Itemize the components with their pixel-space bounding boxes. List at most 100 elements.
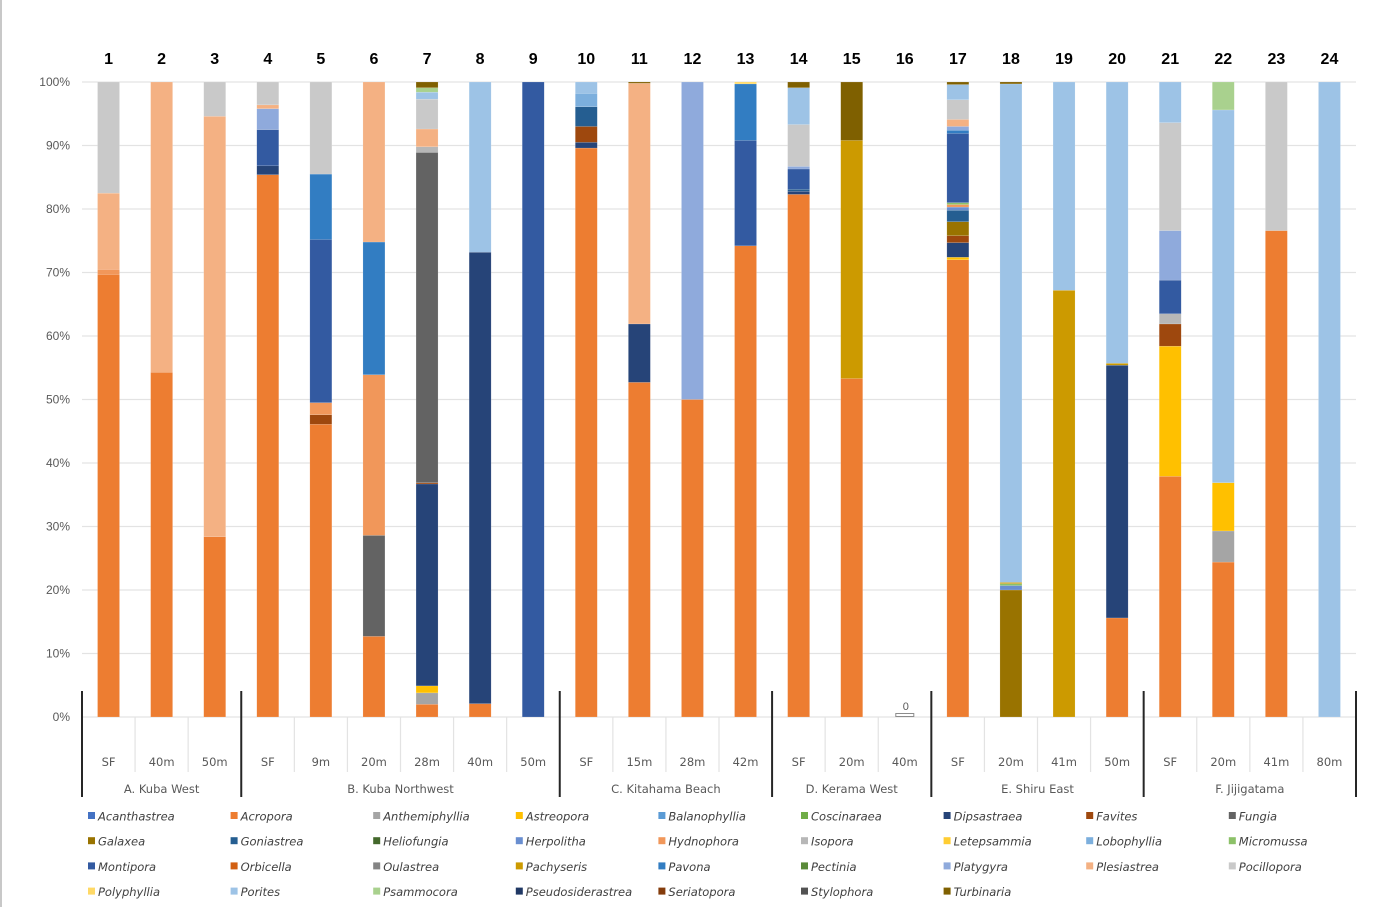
bar-stack-20 bbox=[1105, 81, 1129, 718]
bar-segment-acropora bbox=[415, 704, 439, 718]
depth-label: SF bbox=[579, 755, 593, 769]
site-number-labels: 1 2 3 4 5 6 7 8 9 10 11 12 13 14 15 16 17 18 19 20 21 22 23 24 bbox=[104, 51, 1338, 68]
bar-segment-platygyra bbox=[256, 108, 279, 130]
bar-stack-5 bbox=[309, 81, 333, 718]
legend-swatch bbox=[88, 812, 95, 819]
legend-swatch bbox=[230, 862, 238, 870]
site-number-label: 21 bbox=[1161, 51, 1179, 68]
bar-segment-plesiastrea bbox=[203, 116, 226, 537]
bar-segment-montipora bbox=[522, 81, 545, 718]
legend-item: Seriatopora bbox=[658, 885, 735, 899]
bar-segment-goniastrea bbox=[575, 106, 598, 127]
bar-segment-pocillopora bbox=[203, 81, 226, 117]
bar-segment-anthemiphyllia bbox=[415, 692, 439, 705]
group-label: F. Jijigatama bbox=[1215, 782, 1284, 796]
site-number-label: 12 bbox=[684, 51, 702, 68]
legend-item: Fungia bbox=[1228, 810, 1277, 824]
legend-label: Plesiastrea bbox=[1096, 860, 1159, 874]
site-number-label: 22 bbox=[1214, 51, 1232, 68]
group-label: B. Kuba Northwest bbox=[347, 782, 454, 796]
depth-label: 28m bbox=[414, 755, 440, 769]
legend-item: Coscinaraea bbox=[801, 810, 882, 824]
bar-segment-montipora bbox=[256, 129, 279, 167]
y-tick-label: 100% bbox=[39, 75, 70, 89]
bar-segment-turbinaria bbox=[999, 81, 1023, 85]
bar-stack-1 bbox=[97, 81, 120, 718]
y-tick-label: 20% bbox=[46, 583, 70, 597]
bar-segment-platygyra bbox=[787, 166, 810, 170]
bar-segment-galaxea bbox=[999, 589, 1023, 718]
y-tick-label: 10% bbox=[46, 647, 70, 661]
bar-segment-acropora bbox=[256, 174, 279, 718]
legend-item: Favites bbox=[1086, 810, 1137, 824]
bar-segment-acropora bbox=[840, 378, 863, 718]
legend-item: Oulastrea bbox=[373, 860, 439, 874]
depth-label: 40m bbox=[467, 755, 493, 769]
bar-segment-pocillopora bbox=[787, 124, 810, 167]
legend-label: Pectinia bbox=[811, 860, 857, 874]
depth-label: SF bbox=[951, 755, 965, 769]
depth-label: 20m bbox=[998, 755, 1024, 769]
legend-item: Plesiastrea bbox=[1086, 860, 1159, 874]
bar-segment-acropora bbox=[1265, 230, 1288, 718]
bar-segment-dipsastraea bbox=[946, 242, 970, 258]
bar-segment-acropora bbox=[787, 194, 810, 718]
depth-label: 50m bbox=[520, 755, 546, 769]
bar-segment-psammocora bbox=[415, 87, 439, 93]
bar-segment-acropora bbox=[681, 399, 704, 718]
bar-segment-pavona bbox=[362, 241, 386, 375]
bar-segment-porites bbox=[575, 81, 598, 94]
site-number-label: 8 bbox=[476, 51, 485, 68]
legend-swatch bbox=[230, 812, 238, 819]
bar-stack-14 bbox=[787, 81, 810, 718]
legend-swatch bbox=[801, 812, 808, 819]
bar-segment-pavona bbox=[309, 173, 333, 240]
site-number-label: 10 bbox=[577, 51, 595, 68]
site-number-label: 4 bbox=[263, 51, 272, 68]
legend-label: Hydnophora bbox=[668, 835, 738, 849]
bar-segment-pavona bbox=[734, 83, 757, 141]
bar-segment-dipsastraea bbox=[415, 483, 439, 687]
bar-segment-hydnophora bbox=[946, 204, 970, 208]
legend-swatch bbox=[1228, 812, 1236, 819]
site-number-label: 17 bbox=[949, 51, 967, 68]
bar-segment-herpolitha bbox=[946, 206, 970, 211]
site-number-label: 24 bbox=[1321, 51, 1339, 68]
bar-segment-pocillopora bbox=[946, 99, 970, 120]
bar-segment-turbinaria bbox=[840, 81, 863, 141]
bar-segment-porites bbox=[787, 87, 810, 125]
bar-segment-plesiastrea bbox=[97, 192, 120, 270]
legend-item: Isopora bbox=[801, 835, 854, 849]
bar-stack-19 bbox=[1052, 81, 1076, 718]
bar-segment-acropora bbox=[97, 274, 120, 718]
legend-label: Acanthastrea bbox=[97, 810, 175, 824]
bar-segment-micromussa bbox=[946, 202, 970, 205]
bar-segment-plesiastrea bbox=[415, 128, 439, 147]
bar-segment-isopora bbox=[415, 146, 439, 153]
depth-label: 80m bbox=[1317, 755, 1343, 769]
legend-item: Pectinia bbox=[801, 860, 857, 874]
legend-swatch bbox=[88, 837, 95, 845]
depth-label: 15m bbox=[626, 755, 652, 769]
bar-segment-fungia bbox=[415, 152, 439, 483]
legend-swatch bbox=[373, 812, 381, 819]
site-number-label: 20 bbox=[1108, 51, 1126, 68]
y-tick-label: 70% bbox=[46, 266, 70, 280]
bar-segment-plesiastrea bbox=[150, 81, 173, 373]
legend-label: Pavona bbox=[668, 860, 710, 874]
bar-segment-astreopora bbox=[415, 685, 439, 694]
bar-stack-8 bbox=[468, 81, 492, 718]
bar-segment-favites bbox=[309, 414, 333, 425]
legend-label: Stylophora bbox=[811, 885, 873, 899]
site-number-label: 1 bbox=[104, 51, 113, 68]
legend-swatch bbox=[943, 812, 951, 819]
legend-swatch bbox=[373, 837, 381, 845]
legend-item: Hydnophora bbox=[658, 835, 739, 849]
bar-segment-turbinaria bbox=[415, 81, 439, 88]
bar-segment-lobophyllia bbox=[575, 93, 598, 107]
frame-border bbox=[0, 0, 2, 907]
legend-swatch bbox=[1086, 812, 1094, 819]
bar-stack-15 bbox=[840, 81, 863, 718]
bar-segment-platygyra bbox=[1159, 230, 1182, 281]
bar-segment-turbinaria bbox=[628, 81, 651, 84]
